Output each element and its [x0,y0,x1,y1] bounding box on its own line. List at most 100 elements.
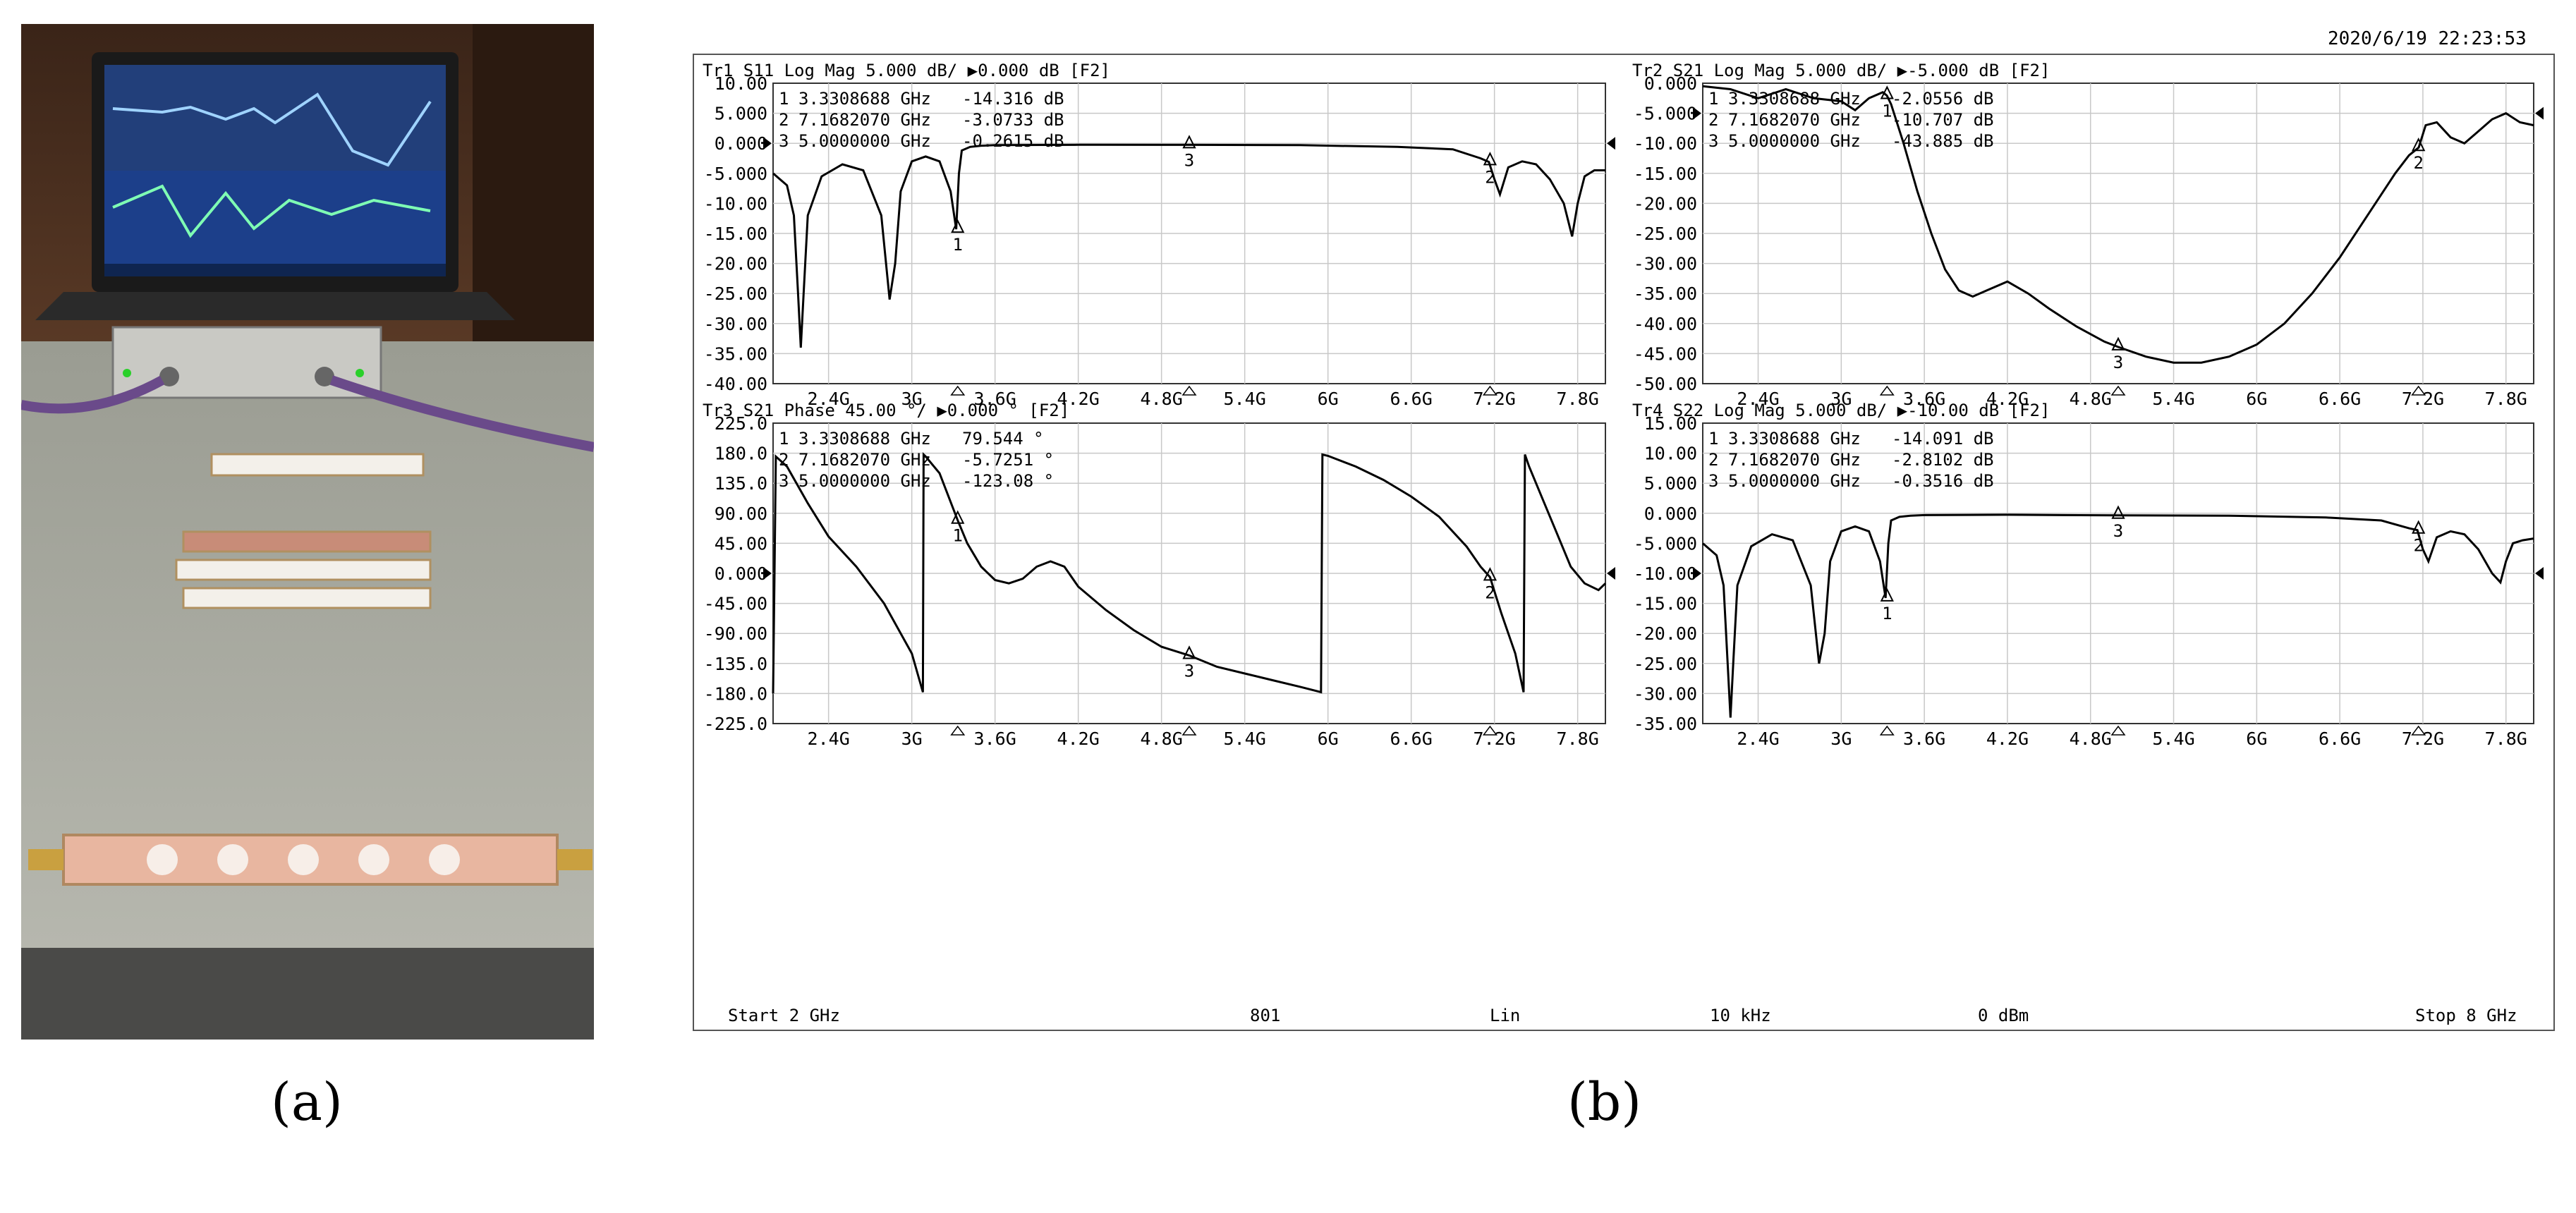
marker-readout-freq: 5.0000000 GHz [798,131,931,151]
marker-2-label: 2 [1485,583,1495,602]
x-tick-label: 3.6G [974,389,1016,409]
x-tick-label: 7.8G [2485,729,2527,749]
footer-points: 801 [1250,1006,1281,1025]
y-tick-label: -45.00 [704,594,767,614]
ref-arrow-right [1607,137,1615,150]
marker-2-label: 2 [2413,536,2423,556]
marker-1-symbol [951,219,965,233]
y-tick-label: -20.00 [1634,193,1697,214]
marker-3-axis-tick [1181,725,1197,736]
marker-readout-value: -123.08 ° [962,471,1054,491]
y-tick-label: 5.000 [715,104,767,124]
y-tick-label: -10.00 [1634,563,1697,584]
x-tick-label: 5.4G [2152,729,2194,749]
marker-3-axis-tick [2110,725,2126,736]
marker-readout-value: -43.885 dB [1892,131,1994,151]
panel-header: Tr1 S11 Log Mag 5.000 dB/ ▶0.000 dB [F2] [703,61,1110,80]
marker-3-label: 3 [1184,150,1194,170]
y-tick-label: 5.000 [1644,473,1697,494]
y-tick-label: 0.000 [715,563,767,584]
x-tick-label: 5.4G [2152,389,2194,409]
y-tick-label: -20.00 [704,254,767,274]
y-tick-label: 225.0 [715,413,767,434]
laptop-icon [35,52,515,320]
y-tick-label: 0.000 [1644,73,1697,94]
y-tick-label: -15.00 [1634,164,1697,184]
ref-arrow-left [1693,567,1701,580]
panel-tr1: Tr1 S11 Log Mag 5.000 dB/ ▶0.000 dB [F2]… [703,61,1615,409]
marker-readout-freq: 7.1682070 GHz [1728,450,1861,470]
trace-line [772,451,1607,694]
marker-1-axis-tick [950,725,966,736]
timestamp: 2020/6/19 22:23:53 [2328,28,2527,49]
x-tick-label: 3.6G [1903,729,1945,749]
marker-readout-id: 2 [779,110,789,130]
marker-1-label: 1 [1882,102,1892,121]
trace-line [772,143,1605,348]
footer-stop: Stop 8 GHz [2415,1006,2517,1025]
x-tick-label: 6G [2246,729,2267,749]
trace-line [1702,513,2534,718]
marker-readout-freq: 3.3308688 GHz [798,429,931,449]
x-tick-label: 5.4G [1224,729,1266,749]
y-tick-label: -25.00 [704,284,767,304]
y-tick-label: -45.00 [1634,343,1697,364]
panel-header: Tr4 S22 Log Mag 5.000 dB/ ▶-10.00 dB [F2… [1632,401,2050,420]
panel-tr3: Tr3 S21 Phase 45.00 °/ ▶0.000 ° [F2]225.… [703,401,1615,749]
y-tick-label: 45.00 [715,533,767,554]
x-tick-label: 2.4G [808,729,850,749]
caption-a: (a) [271,1072,343,1133]
marker-readout-freq: 5.0000000 GHz [1728,471,1861,491]
marker-readout-value: -14.091 dB [1892,429,1994,449]
marker-readout-value: -14.316 dB [962,89,1064,109]
y-tick-label: -180.0 [704,683,767,704]
marker-readout-freq: 3.3308688 GHz [1728,429,1861,449]
x-tick-label: 3.6G [974,729,1016,749]
y-tick-label: -5.000 [1634,104,1697,124]
y-tick-label: 10.00 [715,73,767,94]
x-tick-label: 6G [1318,389,1339,409]
y-tick-label: -35.00 [704,343,767,364]
marker-readout-id: 3 [1708,131,1718,151]
x-tick-label: 4.2G [1986,729,2029,749]
y-tick-label: 0.000 [1644,504,1697,524]
marker-readout-id: 3 [779,471,789,491]
y-tick-label: 0.000 [715,133,767,154]
marker-2-symbol [2412,520,2426,534]
marker-1-axis-tick [950,385,966,396]
y-tick-label: -10.00 [1634,133,1697,154]
marker-readout-value: -3.0733 dB [962,110,1064,130]
marker-1-symbol [1880,85,1894,99]
marker-3-label: 3 [2113,521,2123,541]
test-board-icon [28,453,593,886]
marker-readout-freq: 3.3308688 GHz [798,89,931,109]
x-tick-label: 6G [2246,389,2267,409]
marker-readout-id: 1 [1708,429,1718,449]
x-tick-label: 2.4G [808,389,850,409]
marker-1-symbol [1880,587,1894,602]
y-tick-label: -15.00 [1634,594,1697,614]
marker-3-symbol [2111,505,2125,519]
marker-readout-value: -0.2615 dB [962,131,1064,151]
marker-readout-id: 1 [779,429,789,449]
x-tick-label: 4.8G [1141,729,1183,749]
x-tick-label: 6.6G [1390,389,1433,409]
x-tick-label: 4.8G [1141,389,1183,409]
marker-3-symbol [2111,336,2125,351]
panel-header: Tr3 S21 Phase 45.00 °/ ▶0.000 ° [F2] [703,401,1069,420]
x-tick-label: 4.2G [1986,389,2029,409]
footer-start: Start 2 GHz [728,1006,840,1025]
marker-readout-freq: 3.3308688 GHz [1728,89,1861,109]
panel-tr2: Tr2 S21 Log Mag 5.000 dB/ ▶-5.000 dB [F2… [1632,61,2544,409]
marker-readout-value: -2.0556 dB [1892,89,1994,109]
x-tick-label: 2.4G [1737,389,1779,409]
marker-2-axis-tick [1482,385,1497,396]
y-tick-label: -20.00 [1634,623,1697,644]
marker-3-label: 3 [1184,662,1194,681]
y-tick-label: -30.00 [704,314,767,334]
marker-1-label: 1 [953,235,963,255]
marker-2-symbol [1483,567,1497,581]
y-tick-label: 15.00 [1644,413,1697,434]
y-tick-label: -25.00 [1634,654,1697,674]
y-tick-label: 90.00 [715,504,767,524]
